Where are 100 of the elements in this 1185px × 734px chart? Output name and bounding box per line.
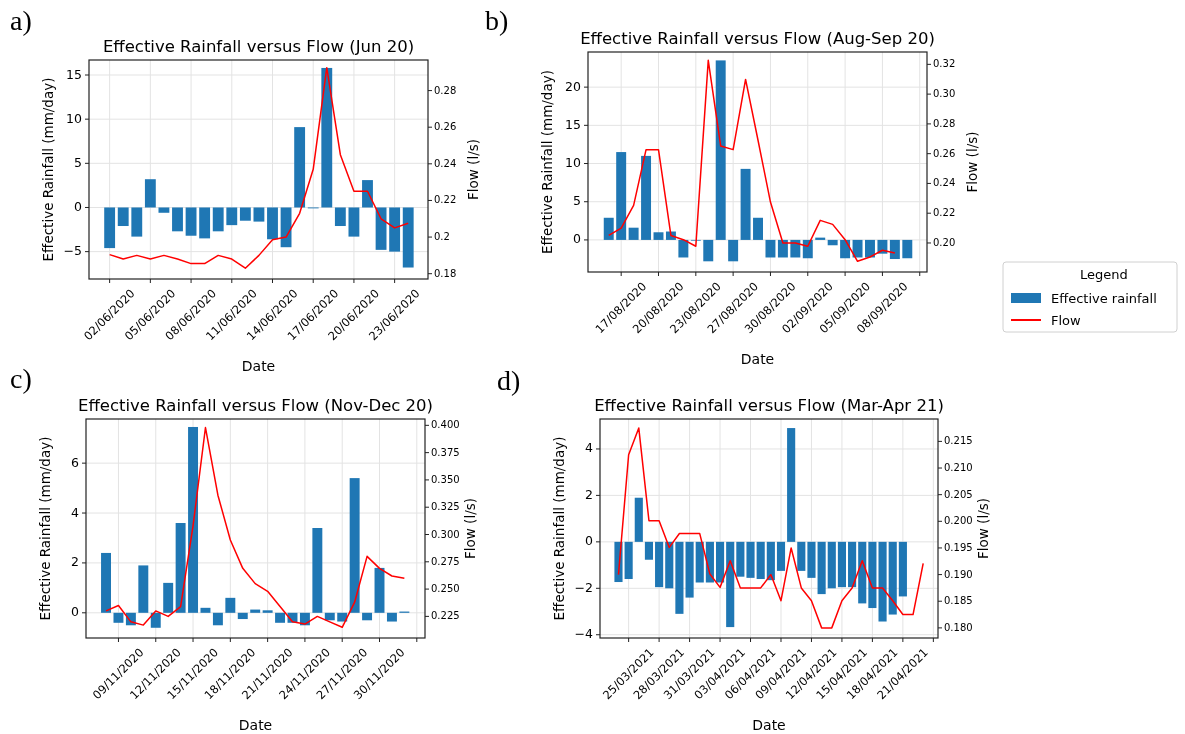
- bar: [740, 168, 751, 240]
- bar: [858, 541, 867, 604]
- y-tick-label: 0: [71, 604, 80, 620]
- y2-tick-label: 0.28: [933, 117, 956, 129]
- bar: [188, 426, 199, 613]
- y2-tick-label: 0.24: [434, 157, 457, 169]
- y-tick-label: −4: [574, 626, 594, 642]
- bar: [852, 239, 863, 258]
- bar: [348, 207, 360, 237]
- bar: [715, 541, 725, 583]
- y2-tick-label: 0.24: [933, 177, 956, 189]
- bar: [158, 207, 170, 213]
- bar: [239, 207, 251, 221]
- y-tick-label: 4: [585, 440, 594, 456]
- text: d): [497, 365, 521, 396]
- bar: [144, 179, 156, 208]
- bar: [185, 207, 197, 236]
- y-tick-label: 6: [71, 454, 80, 470]
- y2-tick-label: 0.185: [944, 595, 973, 607]
- line-series: [108, 66, 409, 269]
- bar: [776, 541, 786, 571]
- bar: [362, 612, 373, 621]
- y-axis-title: Effective Rainfall (mm/day): [40, 77, 56, 262]
- bar: [334, 207, 346, 227]
- bar: [675, 541, 684, 614]
- y-tick-label: 15: [565, 116, 581, 132]
- chart-title: Effective Rainfall versus Flow (Nov-Dec 20): [77, 396, 434, 415]
- bar: [765, 239, 776, 258]
- text: b): [485, 5, 509, 36]
- y2-tick-label: 0.26: [434, 121, 457, 133]
- y2-tick-label: 0.195: [944, 541, 973, 553]
- bar: [138, 565, 149, 613]
- y2-tick-label: 0.26: [933, 147, 956, 159]
- chart-title: Effective Rainfall versus Flow (Jun 20): [102, 37, 415, 56]
- y2-tick-label: 0.28: [434, 84, 457, 96]
- y2-tick-label: 0.375: [431, 446, 460, 458]
- bar: [634, 497, 643, 542]
- legend-title: Legend: [1080, 267, 1128, 282]
- y-tick-label: −2: [574, 579, 593, 595]
- bar: [386, 612, 397, 622]
- bar: [212, 612, 223, 626]
- bar: [225, 597, 236, 613]
- y-tick-label: 0: [74, 198, 83, 214]
- bar: [101, 552, 111, 613]
- bar: [715, 60, 726, 240]
- y-tick-label: 4: [71, 504, 80, 520]
- bar: [362, 180, 373, 208]
- bar: [131, 207, 143, 237]
- y2-tick-label: 0.400: [431, 419, 460, 431]
- bar: [294, 127, 306, 208]
- bar: [817, 541, 826, 595]
- y2-tick-label: 0.20: [933, 236, 956, 248]
- bar: [695, 541, 704, 583]
- bar: [889, 239, 900, 260]
- y-tick-label: 5: [573, 193, 581, 209]
- bar: [848, 541, 857, 588]
- chart-title: Effective Rainfall versus Flow (Aug-Sep 20): [580, 29, 935, 48]
- y2-tick-label: 0.32: [933, 58, 956, 70]
- bar: [827, 541, 836, 589]
- bar: [253, 207, 265, 222]
- x-axis-title: Date: [740, 351, 775, 367]
- y2-axis-title: Flow (l/s): [462, 498, 478, 559]
- bar: [644, 541, 654, 560]
- y2-tick-label: 0.225: [431, 610, 460, 622]
- bar: [237, 612, 248, 620]
- x-axis-title: Date: [238, 717, 273, 733]
- text: c): [10, 363, 32, 394]
- bar: [728, 239, 739, 262]
- y-tick-label: 10: [565, 155, 582, 171]
- bar: [685, 541, 694, 598]
- bar: [321, 67, 333, 208]
- y-axis-title: Effective Rainfall (mm/day): [37, 436, 53, 621]
- y-tick-label: 2: [71, 554, 79, 570]
- line-series: [607, 59, 896, 263]
- bar: [726, 541, 735, 628]
- y-tick-label: 20: [565, 78, 582, 94]
- bar: [172, 207, 183, 232]
- y2-tick-label: 0.18: [434, 267, 457, 279]
- y-axis-title: Effective Rainfall (mm/day): [539, 70, 555, 254]
- y2-axis-title: Flow (l/s): [964, 131, 980, 193]
- legend-label: Flow: [1051, 313, 1082, 328]
- bar: [175, 523, 186, 613]
- y2-tick-label: 0.350: [431, 473, 460, 485]
- bar: [641, 155, 652, 240]
- y2-tick-label: 0.275: [431, 555, 460, 567]
- y-tick-label: 0: [573, 231, 582, 247]
- line-series: [617, 427, 924, 629]
- bar: [250, 609, 261, 613]
- bar: [898, 541, 907, 597]
- bar: [312, 528, 323, 613]
- bar: [888, 541, 897, 615]
- y2-tick-label: 0.180: [944, 621, 973, 633]
- bar: [226, 207, 238, 226]
- bar: [628, 227, 639, 240]
- bar: [655, 541, 664, 588]
- bar: [262, 610, 273, 613]
- y-axis-title: Effective Rainfall (mm/day): [551, 436, 567, 621]
- bar: [212, 207, 224, 232]
- y2-tick-label: 0.205: [944, 488, 973, 500]
- bar: [163, 582, 174, 613]
